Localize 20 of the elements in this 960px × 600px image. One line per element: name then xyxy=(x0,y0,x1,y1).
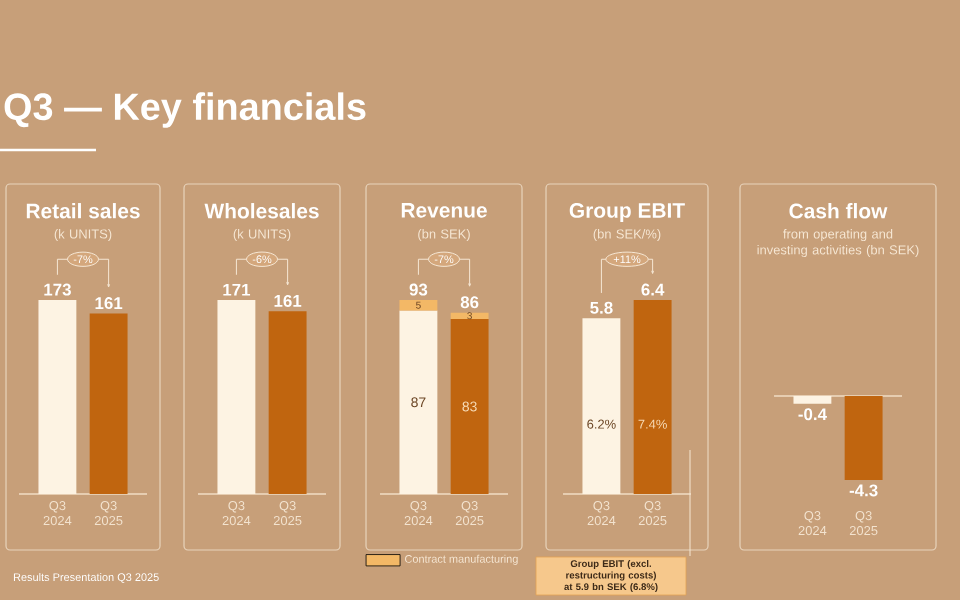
bar xyxy=(450,318,489,494)
chart-title: Group EBIT xyxy=(569,203,685,222)
data-label: 171 xyxy=(223,283,251,296)
data-label: 6.4 xyxy=(641,283,665,296)
chart-title: Cash flow xyxy=(789,203,888,219)
chart-title: Retail sales xyxy=(26,203,140,219)
data-label: 173 xyxy=(44,283,71,296)
text: Q3 — Key financials xyxy=(4,92,366,128)
bar xyxy=(399,310,438,494)
data-label: -0.4 xyxy=(798,408,827,421)
bar xyxy=(450,312,489,319)
data-label: 161 xyxy=(95,297,123,310)
chart-title: Revenue xyxy=(401,203,487,218)
data-label: 5.8 xyxy=(590,301,613,314)
bar xyxy=(399,299,438,311)
data-label: 161 xyxy=(274,294,302,307)
data-label: -4.3 xyxy=(849,484,878,497)
total-label: 86 xyxy=(460,296,479,309)
chart-title: Wholesales xyxy=(204,203,319,219)
total-label: 93 xyxy=(409,283,428,296)
